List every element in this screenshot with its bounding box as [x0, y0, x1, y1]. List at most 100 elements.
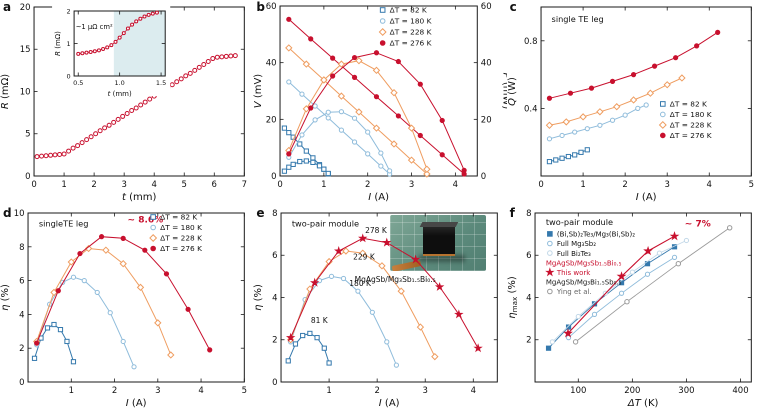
legend-label: This work: [556, 269, 591, 277]
y-tick-label: 20: [20, 3, 31, 13]
y-tick-label: 20: [266, 115, 277, 125]
axes-frame: [279, 5, 479, 177]
y-tick-label: 4: [272, 293, 277, 303]
legend-label: Full Bi₂Te₃: [557, 250, 591, 258]
x-tick-label: 1: [69, 386, 74, 396]
annotation: two-pair module: [292, 219, 359, 229]
legend: ΔT = 82 KΔT = 180 KΔT = 228 KΔT = 276 K: [149, 213, 202, 253]
y-tick-label: 8: [526, 209, 531, 219]
x-tick-label: 3: [664, 180, 669, 190]
x-tick-label: 200: [624, 386, 640, 396]
legend-label: ΔT = 180 K: [669, 110, 711, 119]
plot-area-f: 100 200 300 400 2 4 6 8 ΔT (K) ηmax (%) two-pair m…: [507, 209, 752, 409]
axis-label: ηmax (%): [507, 276, 519, 319]
y-tick-label: 8: [272, 209, 277, 219]
panel-e-chart: 1 2 3 4 0 2 4 6 8 I (A) η (%) two-pair module 81 K 18…: [253, 209, 499, 409]
y2-tick-label: 60: [481, 2, 492, 12]
x-tick-label: 1.5: [156, 79, 166, 87]
y-tick-label: 5: [25, 130, 30, 140]
legend: ΔT = 82 KΔT = 180 KΔT = 228 KΔT = 276 K: [658, 100, 711, 140]
x-tick-label: 4: [706, 180, 711, 190]
series-p-180k: [286, 109, 393, 174]
annotation: singleTE leg: [39, 219, 89, 229]
series-module-180k: [288, 273, 400, 368]
y2-tick-label: 40: [481, 59, 492, 69]
x-tick-label: 2: [622, 180, 627, 190]
x-tick-label: 0: [538, 180, 543, 190]
annotation: 180 K: [350, 279, 373, 288]
y-tick-label: 0.4: [524, 104, 538, 114]
series-eta-180k: [34, 274, 137, 370]
legend-label: MgAgSb/Mg₃Sb₁.₅Bi₀.₅: [546, 259, 622, 267]
x-tick-label: 400: [732, 386, 748, 396]
x-tick-label: 7: [242, 180, 247, 190]
panel-letter-a: a: [3, 0, 12, 14]
panel-letter-f: f: [509, 206, 515, 220]
x-tick-label: 2: [91, 180, 96, 190]
legend-label: MgAgSb/Mg₃Bi₁.₅Sb₀.₅: [546, 279, 622, 287]
axis-label: I (A): [369, 192, 390, 203]
y2-tick-label: 20: [481, 115, 492, 125]
y-tick-label: 0: [271, 172, 276, 182]
x-tick-label: 2: [375, 386, 380, 396]
x-tick-label: 5: [748, 180, 753, 190]
x-tick-label: 1: [321, 180, 326, 190]
series-eta-82k: [31, 321, 77, 365]
panel-letter-b: b: [256, 0, 265, 14]
panel-f: f 100 200 300 400 2 4 6 8 ΔT (K) ηmax (%) two-pair…: [507, 206, 760, 412]
y-tick-label: 4: [526, 293, 531, 303]
legend: ΔT = 82 KΔT = 180 KΔT = 228 KΔT = 276 K: [379, 6, 432, 48]
module-shadow: [419, 255, 466, 262]
panel-a-chart: 0 1 2 3 4 5 6 7 0 5 10 15 20 t (mm) R (mΩ) 0.5 1.0 1.5 0 1 2…: [0, 3, 247, 203]
axis-label: R (mΩ): [54, 31, 62, 56]
annotation: ~ 8.6%: [128, 215, 164, 225]
panel-d-chart: 1 2 3 4 5 0 2 4 6 8 10 I (A) η (%) singleTE leg ~ 8.6%…: [0, 209, 247, 409]
x-tick-label: 100: [570, 386, 586, 396]
axes-frame: [27, 212, 245, 383]
legend-label: ΔT = 228 K: [669, 121, 711, 130]
y-tick-label: 6: [19, 277, 24, 287]
y-tick-label: 1: [66, 40, 70, 48]
y-tick-label: 8: [19, 243, 24, 253]
y-tick-label: 15: [20, 45, 31, 55]
x-tick-label: 1: [327, 386, 332, 396]
axis-label: t (mm): [108, 90, 132, 98]
module-device: [419, 222, 459, 257]
legend-label: Full Mg₃Sb₂: [557, 240, 596, 248]
x-tick-label: 3: [409, 180, 414, 190]
panel-e: e 1 2 3 4 0 2 4 6 8 I (A) η (%) two-pair module 81 K…: [253, 206, 506, 412]
plot-area-d: 1 2 3 4 5 0 2 4 6 8 10 I (A) η (%) singleTE leg ~ 8.6%…: [0, 209, 247, 409]
x-tick-label: 4: [198, 386, 203, 396]
legend-label: ΔT = 228 K: [160, 234, 202, 243]
y-tick-label: 60: [266, 2, 277, 12]
axis-label: I (A): [635, 192, 656, 203]
series-v-276k: [286, 16, 468, 177]
legend-label: ΔT = 180 K: [160, 223, 202, 232]
y-tick-label: 0: [272, 378, 277, 388]
x-tick-label: 5: [182, 180, 187, 190]
panel-c-chart: 0 1 2 3 4 5 0.4 0.8 I (A) Q (W) single TE leg ΔT = …: [507, 6, 754, 203]
y-tick-label: 0: [66, 72, 70, 80]
y-tick-label: 40: [266, 59, 277, 69]
x-tick-label: 2: [365, 180, 370, 190]
series-full-bi2te3: [549, 237, 689, 345]
panel-d: d 1 2 3 4 5 0 2 4 6 8 10 I (A) η (%) singleTE leg ~ 8.…: [0, 206, 253, 412]
series-full-mg3sb2: [565, 254, 677, 341]
axis-label: ΔT (K): [627, 398, 659, 409]
legend-label: ΔT = 276 K: [390, 39, 432, 48]
panel-f-chart: 100 200 300 400 2 4 6 8 ΔT (K) ηmax (%) two-pair m…: [507, 209, 752, 409]
annotation: 278 K: [365, 226, 388, 235]
y2-tick-label: 0: [481, 172, 486, 182]
x-tick-label: 1: [580, 180, 585, 190]
x-tick-label: 3: [121, 180, 126, 190]
module-photo: [390, 215, 487, 271]
y-tick-label: 0: [25, 172, 30, 182]
y-tick-label: 6: [526, 251, 531, 261]
x-tick-label: 4: [453, 180, 458, 190]
series-eta-276k: [34, 234, 213, 353]
plot-area-e: 1 2 3 4 0 2 4 6 8 I (A) η (%) two-pair module 81 K 18…: [253, 209, 499, 409]
series-v-180k: [286, 79, 393, 177]
